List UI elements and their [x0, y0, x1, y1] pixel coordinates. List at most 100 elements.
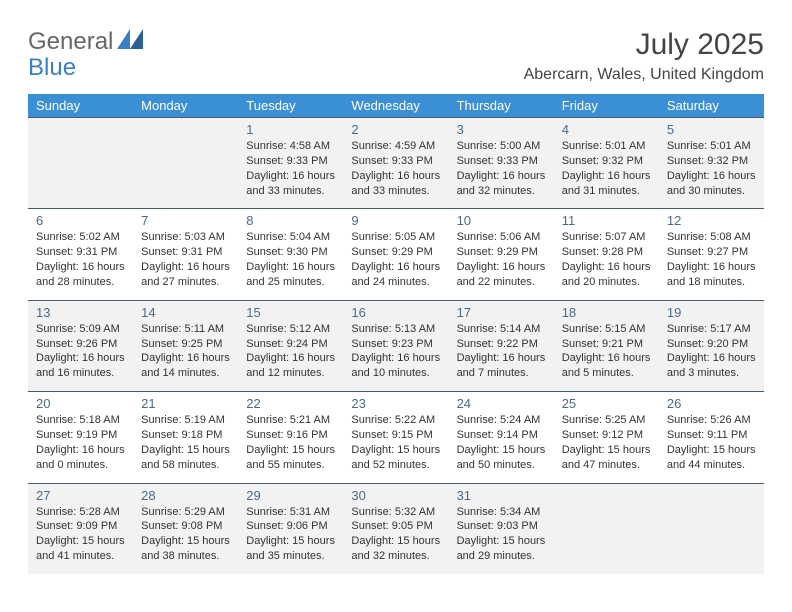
day-number: 7	[141, 213, 230, 228]
calendar-cell: 24 Sunrise: 5:24 AMSunset: 9:14 PMDayligh…	[449, 392, 554, 483]
day-number: 3	[457, 122, 546, 137]
calendar-cell: 21Sunrise: 5:19 AMSunset: 9:18 PMDayligh…	[133, 392, 238, 483]
logo-text-blue-wrap: Blue	[28, 54, 76, 82]
day-number: 6	[36, 213, 125, 228]
day-info: Sunrise: 5:08 AMSunset: 9:27 PMDaylight:…	[667, 230, 756, 289]
day-info: Sunrise: 5:04 AMSunset: 9:30 PMDaylight:…	[246, 230, 335, 289]
day-info: Sunrise: 4:58 AMSunset: 9:33 PMDaylight:…	[246, 139, 335, 198]
day-number: 5	[667, 122, 756, 137]
calendar-cell: 6 Sunrise: 5:02 AMSunset: 9:31 PMDaylight…	[28, 209, 133, 300]
calendar-cell: 3Sunrise: 5:00 AMSunset: 9:33 PMDaylight…	[449, 118, 554, 209]
weekday-sun: Sunday	[28, 94, 133, 118]
day-number: 22	[246, 396, 335, 411]
calendar-week: 13Sunrise: 5:09 AMSunset: 9:26 PMDayligh…	[28, 300, 764, 391]
calendar-cell: 15 Sunrise: 5:12 AMSunset: 9:24 PMDayligh…	[238, 300, 343, 391]
day-info: Sunrise: 5:32 AMSunset: 9:05 PMDaylight:…	[351, 505, 440, 564]
day-info: Sunrise: 5:34 AMSunset: 9:03 PMDaylight:…	[457, 505, 546, 564]
calendar-cell: 8 Sunrise: 5:04 AMSunset: 9:30 PMDaylight…	[238, 209, 343, 300]
day-number: 25	[562, 396, 651, 411]
calendar-body: 1 Sunrise: 4:58 AMSunset: 9:33 PMDaylight…	[28, 118, 764, 574]
day-number: 20	[36, 396, 125, 411]
calendar-cell: 10 Sunrise: 5:06 AMSunset: 9:29 PMDayligh…	[449, 209, 554, 300]
calendar-page: General July 2025 Abercarn, Wales, Unite…	[0, 0, 792, 594]
day-info: Sunrise: 5:22 AMSunset: 9:15 PMDaylight:…	[351, 413, 440, 472]
day-number: 28	[141, 488, 230, 503]
day-info: Sunrise: 5:25 AMSunset: 9:12 PMDaylight:…	[562, 413, 651, 472]
calendar-week: 1 Sunrise: 4:58 AMSunset: 9:33 PMDaylight…	[28, 118, 764, 209]
day-number: 14	[141, 305, 230, 320]
day-number: 29	[246, 488, 335, 503]
day-info: Sunrise: 5:29 AMSunset: 9:08 PMDaylight:…	[141, 505, 230, 564]
calendar-cell: 4Sunrise: 5:01 AMSunset: 9:32 PMDaylight…	[554, 118, 659, 209]
header: General July 2025 Abercarn, Wales, Unite…	[28, 28, 764, 84]
calendar-cell: 14 Sunrise: 5:11 AMSunset: 9:25 PMDayligh…	[133, 300, 238, 391]
day-number: 31	[457, 488, 546, 503]
day-info: Sunrise: 5:06 AMSunset: 9:29 PMDaylight:…	[457, 230, 546, 289]
calendar-head: Sunday Monday Tuesday Wednesday Thursday…	[28, 94, 764, 118]
day-number: 30	[351, 488, 440, 503]
day-info: Sunrise: 5:21 AMSunset: 9:16 PMDaylight:…	[246, 413, 335, 472]
day-info: Sunrise: 5:28 AMSunset: 9:09 PMDaylight:…	[36, 505, 125, 564]
day-info: Sunrise: 5:11 AMSunset: 9:25 PMDaylight:…	[141, 322, 230, 381]
day-info: Sunrise: 5:05 AMSunset: 9:29 PMDaylight:…	[351, 230, 440, 289]
day-number: 21	[141, 396, 230, 411]
calendar-week: 6 Sunrise: 5:02 AMSunset: 9:31 PMDaylight…	[28, 209, 764, 300]
calendar-cell: 30 Sunrise: 5:32 AMSunset: 9:05 PMDayligh…	[343, 483, 448, 574]
calendar-week: 20 Sunrise: 5:18 AMSunset: 9:19 PMDayligh…	[28, 392, 764, 483]
day-number: 26	[667, 396, 756, 411]
calendar-table: Sunday Monday Tuesday Wednesday Thursday…	[28, 94, 764, 574]
title-month: July 2025	[524, 28, 764, 62]
calendar-week: 27Sunrise: 5:28 AMSunset: 9:09 PMDayligh…	[28, 483, 764, 574]
day-info: Sunrise: 5:14 AMSunset: 9:22 PMDaylight:…	[457, 322, 546, 381]
weekday-sat: Saturday	[659, 94, 764, 118]
logo-text-general: General	[28, 28, 113, 56]
day-info: Sunrise: 5:17 AMSunset: 9:20 PMDaylight:…	[667, 322, 756, 381]
day-info: Sunrise: 5:01 AMSunset: 9:32 PMDaylight:…	[667, 139, 756, 198]
calendar-cell: 28 Sunrise: 5:29 AMSunset: 9:08 PMDayligh…	[133, 483, 238, 574]
day-number: 15	[246, 305, 335, 320]
calendar-cell: 19Sunrise: 5:17 AMSunset: 9:20 PMDayligh…	[659, 300, 764, 391]
day-number: 16	[351, 305, 440, 320]
day-number: 23	[351, 396, 440, 411]
day-number: 10	[457, 213, 546, 228]
calendar-cell: 18Sunrise: 5:15 AMSunset: 9:21 PMDayligh…	[554, 300, 659, 391]
calendar-cell: 2 Sunrise: 4:59 AMSunset: 9:33 PMDaylight…	[343, 118, 448, 209]
calendar-cell: 16Sunrise: 5:13 AMSunset: 9:23 PMDayligh…	[343, 300, 448, 391]
calendar-cell	[28, 118, 133, 209]
day-info: Sunrise: 5:15 AMSunset: 9:21 PMDaylight:…	[562, 322, 651, 381]
weekday-row: Sunday Monday Tuesday Wednesday Thursday…	[28, 94, 764, 118]
calendar-cell: 31 Sunrise: 5:34 AMSunset: 9:03 PMDayligh…	[449, 483, 554, 574]
day-info: Sunrise: 5:24 AMSunset: 9:14 PMDaylight:…	[457, 413, 546, 472]
day-number: 2	[351, 122, 440, 137]
day-number: 1	[246, 122, 335, 137]
weekday-wed: Wednesday	[343, 94, 448, 118]
day-number: 9	[351, 213, 440, 228]
day-info: Sunrise: 5:18 AMSunset: 9:19 PMDaylight:…	[36, 413, 125, 472]
calendar-cell: 7 Sunrise: 5:03 AMSunset: 9:31 PMDaylight…	[133, 209, 238, 300]
day-number: 24	[457, 396, 546, 411]
day-number: 17	[457, 305, 546, 320]
logo: General	[28, 28, 143, 56]
day-info: Sunrise: 5:12 AMSunset: 9:24 PMDaylight:…	[246, 322, 335, 381]
calendar-cell: 11Sunrise: 5:07 AMSunset: 9:28 PMDayligh…	[554, 209, 659, 300]
day-info: Sunrise: 5:02 AMSunset: 9:31 PMDaylight:…	[36, 230, 125, 289]
title-location: Abercarn, Wales, United Kingdom	[524, 66, 764, 84]
calendar-cell: 22 Sunrise: 5:21 AMSunset: 9:16 PMDayligh…	[238, 392, 343, 483]
day-number: 4	[562, 122, 651, 137]
day-number: 8	[246, 213, 335, 228]
logo-icon	[117, 28, 143, 56]
day-number: 11	[562, 213, 651, 228]
day-info: Sunrise: 4:59 AMSunset: 9:33 PMDaylight:…	[351, 139, 440, 198]
calendar-cell: 13Sunrise: 5:09 AMSunset: 9:26 PMDayligh…	[28, 300, 133, 391]
day-info: Sunrise: 5:09 AMSunset: 9:26 PMDaylight:…	[36, 322, 125, 381]
calendar-cell: 23 Sunrise: 5:22 AMSunset: 9:15 PMDayligh…	[343, 392, 448, 483]
calendar-cell: 12Sunrise: 5:08 AMSunset: 9:27 PMDayligh…	[659, 209, 764, 300]
weekday-tue: Tuesday	[238, 94, 343, 118]
logo-text-blue: Blue	[28, 54, 76, 81]
day-info: Sunrise: 5:03 AMSunset: 9:31 PMDaylight:…	[141, 230, 230, 289]
calendar-cell	[554, 483, 659, 574]
day-info: Sunrise: 5:31 AMSunset: 9:06 PMDaylight:…	[246, 505, 335, 564]
calendar-cell: 26Sunrise: 5:26 AMSunset: 9:11 PMDayligh…	[659, 392, 764, 483]
calendar-cell: 17 Sunrise: 5:14 AMSunset: 9:22 PMDayligh…	[449, 300, 554, 391]
calendar-cell: 25 Sunrise: 5:25 AMSunset: 9:12 PMDayligh…	[554, 392, 659, 483]
